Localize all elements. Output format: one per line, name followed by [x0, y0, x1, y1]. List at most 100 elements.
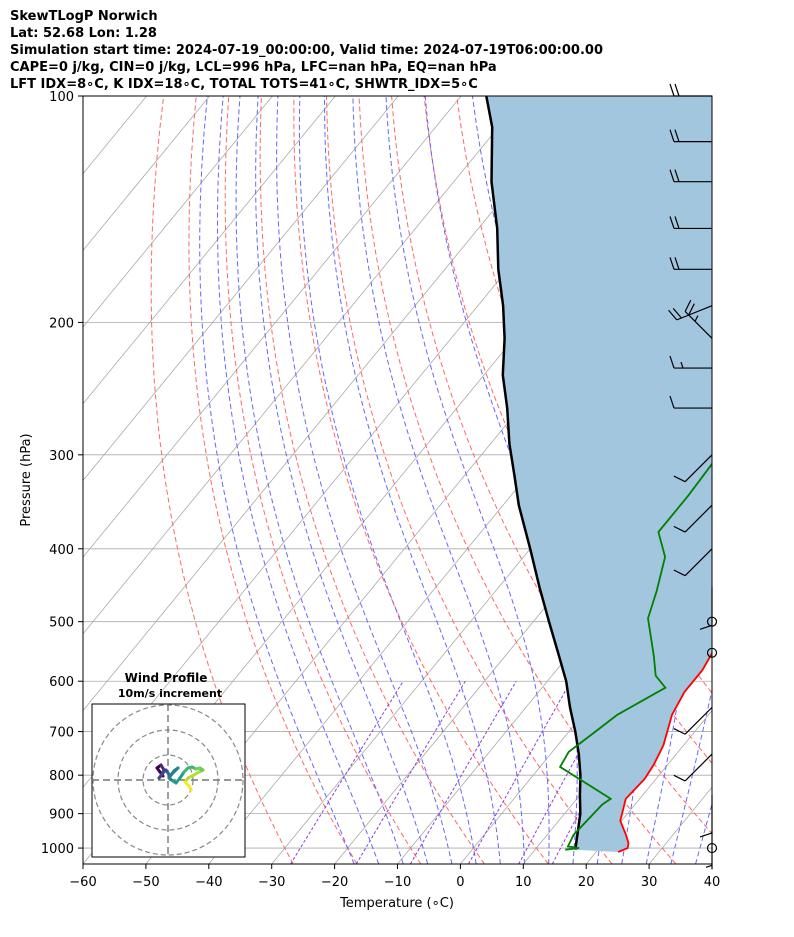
moist-adiabat [324, 96, 501, 864]
chart-header: SkewTLogP Norwich Lat: 52.68 Lon: 1.28 S… [10, 8, 603, 93]
wind-barb-flag [669, 169, 675, 182]
y-tick-label: 200 [49, 316, 74, 331]
x-tick-label: 30 [641, 875, 658, 890]
mixing-ratio-line [468, 680, 572, 864]
wind-barb-shaft [676, 305, 713, 321]
moist-adiabat [217, 96, 380, 864]
x-tick-label: 40 [704, 875, 721, 890]
mixing-ratio-lines [290, 680, 650, 864]
isotherm [460, 556, 712, 864]
profile-series [485, 96, 712, 853]
x-tick-label: 10 [515, 875, 532, 890]
x-tick-label: −20 [321, 875, 348, 890]
dry-adiabat [358, 96, 677, 864]
wind-barb-flag [668, 309, 678, 321]
isotherm [585, 709, 712, 864]
dry-adiabat [150, 96, 294, 864]
wind-barb-shaft [684, 454, 713, 483]
dewpoint-line [558, 462, 712, 851]
isotherm [83, 96, 462, 558]
isotherm [83, 96, 85, 98]
wind-barb-flag [673, 774, 686, 782]
y-tick-label: 900 [49, 808, 74, 823]
wind-barb-flag [674, 129, 680, 142]
wind-barb-flag [669, 257, 675, 270]
y-tick-label: 800 [49, 769, 74, 784]
wind-barb-shaft [684, 311, 713, 339]
wind-barb-shaft [684, 504, 713, 533]
indices-line-1: CAPE=0 j/kg, CIN=0 j/kg, LCL=996 hPa, LF… [10, 60, 497, 75]
x-axis-ticks: −60 −50 −40 −30 −20 −10 0 10 20 30 40 [69, 864, 720, 890]
wind-barb-flag [673, 728, 686, 735]
moist-adiabat [385, 96, 550, 864]
x-tick-label: −50 [132, 875, 159, 890]
dry-adiabat [259, 96, 485, 864]
isotherm [83, 96, 336, 405]
dry-adiabat [326, 96, 613, 864]
moist-adiabat [352, 96, 525, 864]
wind-barb-flag [674, 257, 680, 270]
dry-adiabat [293, 96, 549, 864]
hodograph-segment [187, 784, 193, 792]
moist-adiabat [255, 96, 429, 864]
moist-adiabat [199, 96, 355, 864]
mixing-ratio-line [409, 680, 517, 864]
mixing-ratio-line [518, 680, 619, 864]
y-tick-label: 1000 [41, 842, 74, 857]
wind-barb-flag [669, 355, 675, 369]
time-line: Simulation start time: 2024-07-19_00:00:… [10, 43, 603, 58]
wind-barb-shaft [684, 753, 713, 782]
wind-barb-flag [669, 83, 675, 97]
isotherm [83, 96, 525, 635]
title-line: SkewTLogP Norwich [10, 9, 158, 24]
wind-barb-half-flag [694, 315, 699, 322]
y-axis-label: Pressure (hPa) [19, 433, 34, 526]
isotherm [711, 863, 712, 864]
isotherm [83, 96, 588, 712]
y-tick-label: 500 [49, 616, 74, 631]
y-tick-label: 700 [49, 726, 74, 741]
wind-barb-flag [673, 475, 686, 483]
indices-line-2: LFT IDX=8∘C, K IDX=18∘C, TOTAL TOTS=41∘C… [10, 77, 478, 92]
wind-barb-flag [684, 299, 692, 312]
y-tick-label: 100 [49, 90, 74, 105]
parcel-line [485, 96, 582, 850]
dry-adiabat [188, 96, 358, 864]
wind-barb-half-flag [705, 864, 713, 868]
isotherm [83, 96, 273, 328]
x-tick-label: 0 [456, 875, 464, 890]
cape-fill-area [486, 96, 712, 852]
location-line: Lat: 52.68 Lon: 1.28 [10, 26, 157, 41]
isotherm [775, 96, 794, 864]
wind-barb-half-flag [680, 361, 684, 369]
x-tick-label: −40 [195, 875, 222, 890]
wind-barb-shaft [684, 548, 713, 577]
x-tick-label: −30 [258, 875, 285, 890]
isotherm [83, 96, 210, 251]
wind-barb-flag [673, 525, 686, 533]
y-tick-label: 400 [49, 543, 74, 558]
mixing-ratio-line [290, 680, 404, 864]
wind-barb-flag [673, 569, 686, 577]
moist-adiabat [276, 96, 453, 864]
y-tick-label: 600 [49, 675, 74, 690]
cape-fill [486, 96, 712, 852]
wind-barb-flag [674, 83, 680, 97]
x-axis-label: Temperature (∘C) [339, 896, 454, 911]
x-tick-label: 20 [578, 875, 595, 890]
moist-adiabat [298, 96, 477, 864]
wind-barb-flag [669, 129, 675, 142]
y-tick-label: 300 [49, 449, 74, 464]
y-axis-ticks: 100 200 300 400 500 600 700 800 900 1000 [41, 90, 83, 857]
wind-barb-flag [674, 216, 680, 229]
dry-adiabat [750, 96, 794, 864]
wind-profile-inset: Wind Profile 10m/s increment [91, 671, 246, 858]
x-tick-label: −60 [69, 875, 96, 890]
mixing-ratio-line [355, 680, 466, 864]
moist-adiabat [235, 96, 404, 864]
dry-adiabat [717, 96, 794, 864]
wind-barb-shaft [684, 706, 713, 735]
inset-title: Wind Profile [125, 671, 208, 685]
dry-adiabat [782, 96, 794, 864]
